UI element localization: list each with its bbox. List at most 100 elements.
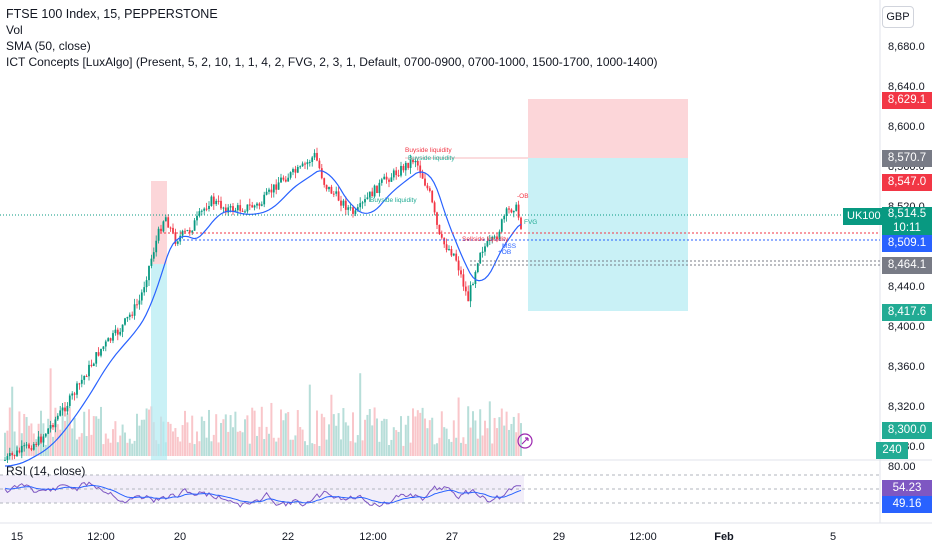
- candle: [270, 189, 273, 193]
- volume-bar: [128, 438, 131, 456]
- candle: [472, 284, 474, 286]
- candle: [116, 329, 119, 335]
- candle: [366, 197, 369, 200]
- price-tag: 8,570.7: [882, 150, 932, 167]
- volume-bar: [78, 436, 81, 456]
- candle: [131, 314, 134, 316]
- candle: [124, 318, 126, 325]
- volume-bar: [296, 410, 299, 456]
- candle: [282, 177, 285, 180]
- volume-bar: [419, 412, 422, 456]
- volume-bar: [328, 424, 330, 456]
- volume-bar: [359, 373, 362, 456]
- currency-button[interactable]: GBP: [882, 6, 914, 28]
- volume-bar: [460, 442, 462, 456]
- volume-bar: [239, 430, 242, 456]
- rsi-value-tag: 54.23: [882, 480, 932, 497]
- price-tag: 8,300.0: [882, 422, 932, 439]
- volume-bar: [112, 429, 114, 456]
- candle: [234, 210, 237, 212]
- sma-indicator-label[interactable]: SMA (50, close): [6, 39, 91, 53]
- volume-bar: [282, 420, 285, 456]
- candle: [215, 200, 218, 205]
- volume-bar: [400, 416, 402, 456]
- chart-legend: FTSE 100 Index, 15, PEPPERSTONE Vol SMA …: [6, 6, 658, 70]
- candle: [306, 162, 309, 165]
- volume-bar: [392, 427, 395, 456]
- volume-bar: [414, 416, 417, 456]
- vol-indicator-label[interactable]: Vol: [6, 23, 23, 37]
- candle: [140, 292, 143, 301]
- candle: [462, 274, 465, 287]
- candle: [395, 170, 398, 176]
- candle: [385, 176, 388, 180]
- volume-bar: [445, 428, 448, 456]
- volume-bar: [467, 406, 470, 456]
- ict-indicator-label[interactable]: ICT Concepts [LuxAlgo] (Present, 5, 2, 1…: [6, 55, 658, 69]
- volume-bar: [500, 408, 503, 456]
- candle: [467, 291, 470, 302]
- rsi-indicator-label[interactable]: RSI (14, close): [6, 464, 86, 478]
- volume-bar: [244, 419, 246, 456]
- candle: [419, 165, 422, 174]
- volume-bar: [66, 413, 69, 456]
- volume-bar: [330, 394, 333, 456]
- candle: [330, 186, 333, 194]
- volume-bar: [148, 409, 150, 456]
- candle: [294, 169, 297, 173]
- volume-bar: [320, 413, 323, 456]
- volume-bar: [361, 440, 364, 456]
- volume-bar: [131, 443, 134, 456]
- volume-bar: [248, 443, 251, 456]
- volume-bar: [476, 438, 479, 456]
- candle: [198, 211, 201, 216]
- candle: [61, 407, 64, 411]
- volume-bar: [472, 411, 474, 456]
- symbol-title[interactable]: FTSE 100 Index, 15, PEPPERSTONE: [6, 7, 218, 21]
- volume-bar: [426, 428, 429, 456]
- candle: [128, 314, 131, 317]
- volume-bar: [241, 432, 244, 456]
- candle: [284, 179, 287, 182]
- candle: [174, 232, 177, 244]
- candle: [476, 263, 479, 273]
- candle: [208, 205, 210, 209]
- candle: [88, 364, 90, 377]
- volume-bar: [280, 409, 282, 456]
- candle: [20, 445, 23, 453]
- candle: [25, 444, 28, 446]
- volume-bar: [474, 420, 477, 456]
- volume-bar: [44, 444, 47, 456]
- volume-bar: [176, 436, 179, 456]
- candle: [280, 177, 282, 183]
- volume-bar: [452, 420, 455, 456]
- candle: [78, 383, 81, 385]
- volume-bar: [352, 412, 354, 456]
- volume-bar: [236, 431, 239, 456]
- volume-bar: [140, 419, 143, 456]
- volume-bar: [520, 423, 522, 456]
- volume-bar: [172, 431, 174, 456]
- volume-bar: [287, 412, 290, 456]
- candle: [332, 193, 335, 195]
- volume-bar: [52, 436, 54, 456]
- candle: [68, 395, 71, 406]
- candle: [484, 246, 486, 252]
- candle: [210, 196, 213, 206]
- volume-bar: [169, 423, 172, 456]
- volume-bar: [340, 439, 342, 456]
- price-tag: 8,547.0: [882, 174, 932, 191]
- volume-bar: [61, 407, 64, 456]
- candle: [83, 376, 86, 380]
- candle: [428, 188, 431, 191]
- volume-bar: [179, 441, 182, 456]
- volume-bar: [109, 442, 112, 456]
- volume-bar: [92, 416, 95, 456]
- volume-bar: [289, 439, 292, 456]
- candle: [275, 184, 278, 190]
- volume-bar: [246, 415, 249, 456]
- volume-bar: [313, 444, 316, 456]
- alert-icon[interactable]: [517, 433, 533, 449]
- candle: [241, 210, 244, 212]
